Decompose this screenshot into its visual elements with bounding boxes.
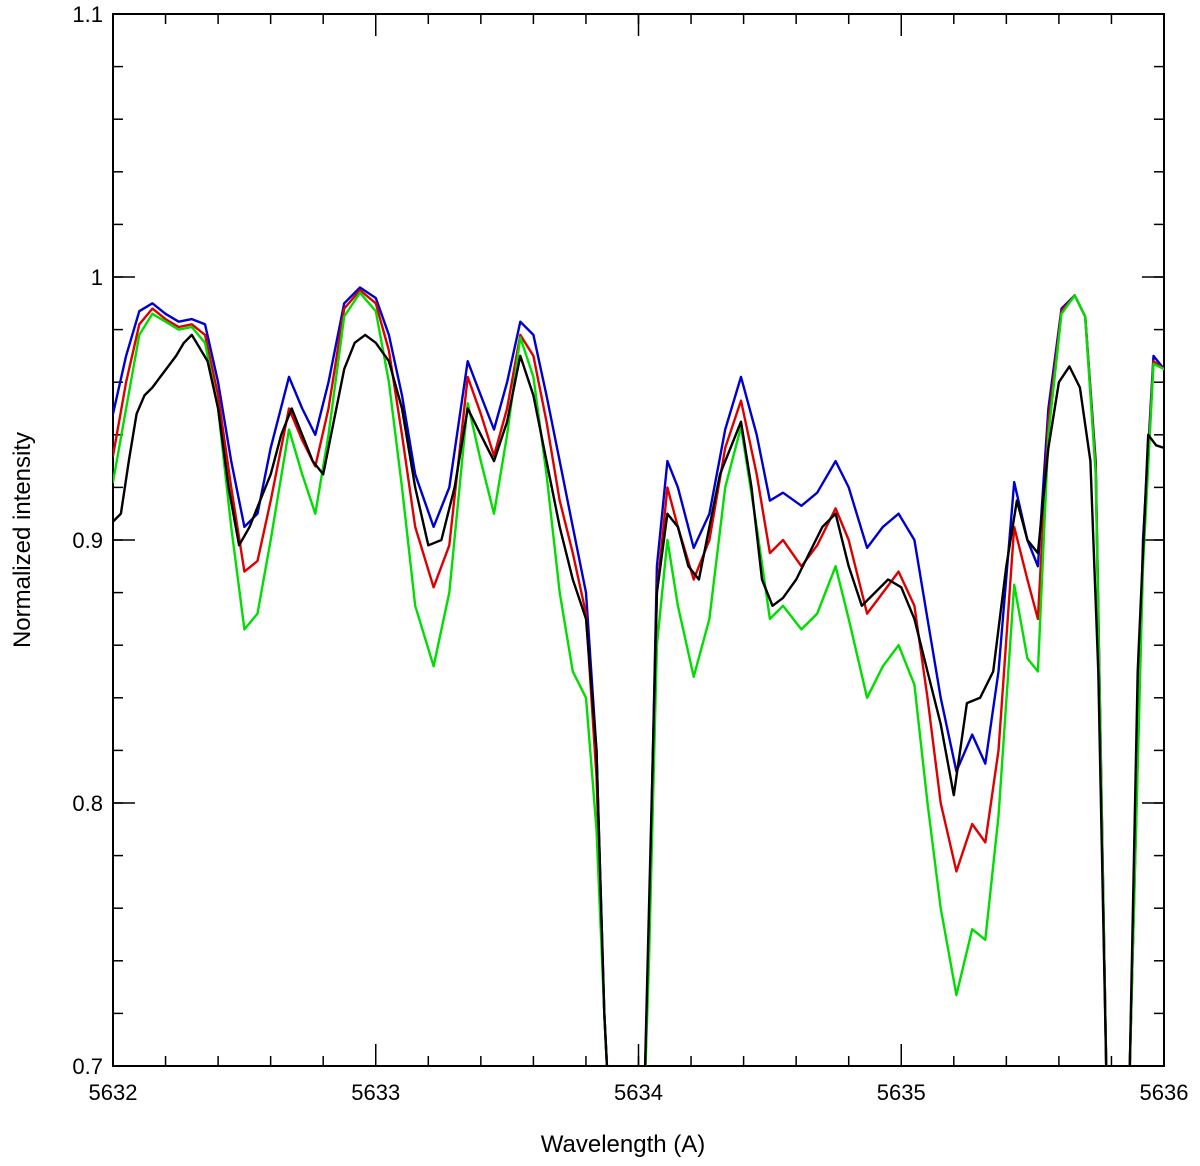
series-line-3 [113, 333, 1164, 1066]
y-axis-label: Normalized intensity [9, 432, 36, 648]
y-tick-label: 0.9 [72, 528, 103, 553]
y-tick-label: 0.8 [72, 791, 103, 816]
y-tick-label: 1 [91, 265, 103, 290]
x-tick-label: 5632 [89, 1080, 138, 1105]
x-tick-label: 5636 [1140, 1080, 1189, 1105]
axis-ticks [112, 13, 1165, 1067]
series-group [113, 286, 1164, 1066]
y-tick-label: 1.1 [72, 2, 103, 27]
series-line-2 [113, 291, 1164, 1066]
x-tick-label: 5635 [877, 1080, 926, 1105]
y-tick-label: 0.7 [72, 1054, 103, 1079]
x-axis-label: Wavelength (A) [541, 1131, 706, 1158]
x-tick-label: 5634 [614, 1080, 663, 1105]
x-tick-label: 5633 [351, 1080, 400, 1105]
tick-labels: 5632 5633 5634 5635 5636 0.7 0.8 0.9 1 1.1 [72, 2, 1188, 1105]
